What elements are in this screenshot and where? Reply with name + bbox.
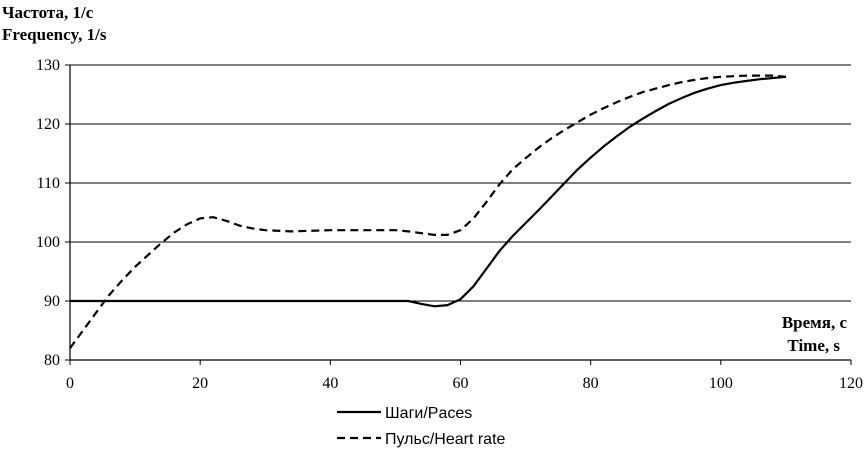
y-tick-label-120: 120	[36, 116, 60, 133]
axes	[69, 65, 852, 365]
y-axis-label-line-2: Frequency, 1/s	[2, 25, 107, 44]
series-line-heart-rate	[69, 74, 787, 349]
y-axis-label-line-1: Частота, 1/с	[2, 3, 94, 22]
y-tick-label-80: 80	[44, 352, 60, 369]
legend-label-heart-rate: Пульс/Heart rate	[385, 431, 506, 448]
x-tick-label-100: 100	[709, 375, 733, 392]
x-axis-label-line-1: Время, с	[782, 313, 848, 332]
x-tick-label-120: 120	[839, 375, 863, 392]
y-tick-labels: 80 90 100 110 120 130	[36, 57, 60, 369]
series-line-paces	[70, 75, 787, 308]
y-tick-label-130: 130	[36, 57, 60, 74]
legend: Шаги/Paces Пульс/Heart rate	[337, 405, 506, 448]
x-tick-labels: 0 20 40 60 80 100 120	[66, 375, 863, 392]
x-tick-label-40: 40	[322, 375, 338, 392]
grid-lines	[65, 64, 851, 361]
y-tick-label-90: 90	[44, 293, 60, 310]
legend-label-paces: Шаги/Paces	[385, 405, 472, 422]
series-lines	[69, 74, 787, 349]
x-tick-label-60: 60	[453, 375, 469, 392]
x-tick-label-20: 20	[192, 375, 208, 392]
x-tick-label-0: 0	[66, 375, 74, 392]
x-tick-label-80: 80	[583, 375, 599, 392]
y-tick-label-110: 110	[37, 175, 60, 192]
x-axis-label-line-2: Time, s	[787, 336, 840, 355]
y-tick-label-100: 100	[36, 234, 60, 251]
